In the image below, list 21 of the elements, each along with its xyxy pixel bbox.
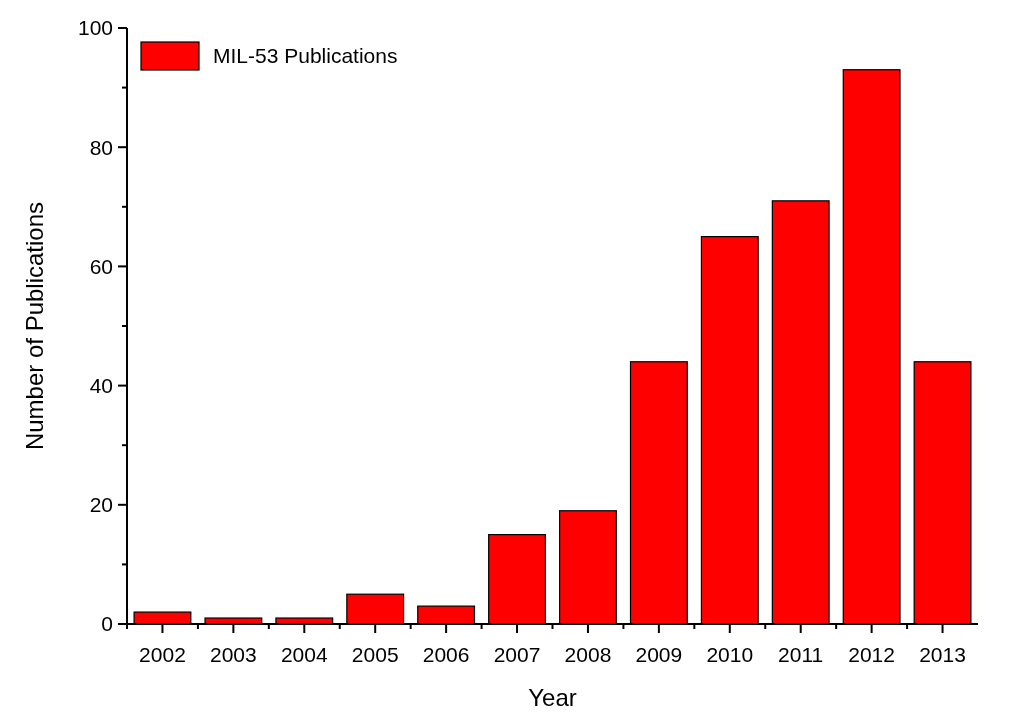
y-tick-label: 0: [101, 612, 113, 636]
y-tick-label: 40: [89, 373, 113, 397]
y-tick-label: 100: [77, 16, 113, 40]
x-tick-label: 2005: [351, 643, 399, 666]
x-tick-label: 2003: [210, 643, 257, 666]
x-tick-label: 2012: [848, 643, 895, 666]
x-tick-label: 2013: [919, 643, 966, 666]
y-tick-label: 60: [89, 254, 113, 278]
x-tick-label: 2011: [778, 643, 824, 666]
y-axis-title: Number of Publications: [21, 201, 48, 451]
x-tick-label: 2006: [422, 643, 470, 666]
x-tick-label: 2007: [493, 643, 541, 666]
legend-label: MIL-53 Publications: [213, 44, 398, 68]
y-tick-label: 80: [89, 135, 113, 159]
x-tick-label: 2004: [280, 643, 328, 666]
x-tick-label: 2002: [139, 643, 186, 666]
x-tick-label: 2009: [635, 643, 683, 666]
y-tick-label: 20: [89, 493, 113, 517]
x-tick-label: 2008: [564, 643, 612, 666]
x-tick-label: 2010: [706, 643, 754, 666]
x-axis-title: Year: [528, 684, 577, 711]
